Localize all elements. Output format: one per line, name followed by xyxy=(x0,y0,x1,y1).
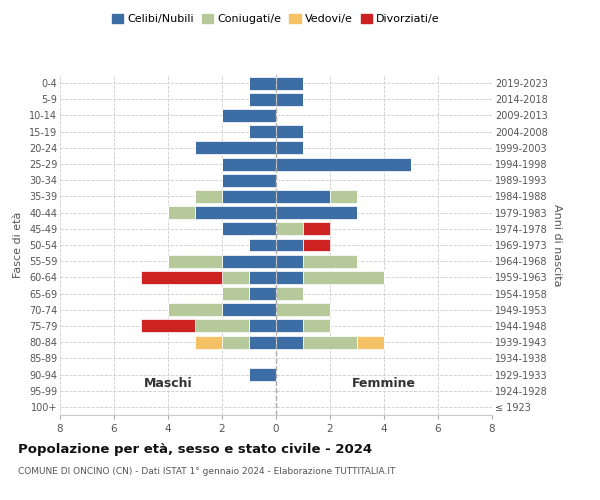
Bar xyxy=(168,254,222,268)
Bar xyxy=(249,271,276,284)
Bar xyxy=(195,190,222,203)
Text: Maschi: Maschi xyxy=(143,377,193,390)
Bar xyxy=(276,190,330,203)
Bar xyxy=(276,142,303,154)
Bar xyxy=(195,206,276,219)
Bar xyxy=(303,238,330,252)
Bar xyxy=(168,304,222,316)
Bar xyxy=(276,271,303,284)
Bar xyxy=(276,125,303,138)
Bar xyxy=(276,254,303,268)
Bar xyxy=(276,158,411,170)
Legend: Celibi/Nubili, Coniugati/e, Vedovi/e, Divorziati/e: Celibi/Nubili, Coniugati/e, Vedovi/e, Di… xyxy=(109,10,443,28)
Bar xyxy=(249,320,276,332)
Bar xyxy=(276,93,303,106)
Bar xyxy=(303,271,384,284)
Bar xyxy=(276,287,303,300)
Bar xyxy=(222,336,249,348)
Bar xyxy=(249,336,276,348)
Bar xyxy=(222,287,249,300)
Bar xyxy=(249,93,276,106)
Bar xyxy=(276,76,303,90)
Bar xyxy=(276,304,330,316)
Bar xyxy=(222,304,276,316)
Bar xyxy=(303,320,330,332)
Bar xyxy=(249,125,276,138)
Bar xyxy=(276,320,303,332)
Bar xyxy=(168,206,195,219)
Bar xyxy=(249,238,276,252)
Text: Popolazione per età, sesso e stato civile - 2024: Popolazione per età, sesso e stato civil… xyxy=(18,442,372,456)
Bar xyxy=(141,320,195,332)
Bar xyxy=(249,287,276,300)
Bar xyxy=(141,271,222,284)
Bar xyxy=(276,206,357,219)
Y-axis label: Anni di nascita: Anni di nascita xyxy=(551,204,562,286)
Bar xyxy=(357,336,384,348)
Bar xyxy=(195,320,249,332)
Bar xyxy=(276,238,303,252)
Bar xyxy=(222,158,276,170)
Text: Femmine: Femmine xyxy=(352,377,416,390)
Bar xyxy=(222,254,276,268)
Bar xyxy=(195,336,222,348)
Bar xyxy=(195,142,276,154)
Text: COMUNE DI ONCINO (CN) - Dati ISTAT 1° gennaio 2024 - Elaborazione TUTTITALIA.IT: COMUNE DI ONCINO (CN) - Dati ISTAT 1° ge… xyxy=(18,468,395,476)
Bar xyxy=(330,190,357,203)
Bar xyxy=(222,190,276,203)
Bar xyxy=(276,222,303,235)
Bar xyxy=(303,254,357,268)
Bar xyxy=(303,336,357,348)
Bar xyxy=(222,271,249,284)
Bar xyxy=(222,174,276,186)
Bar xyxy=(303,222,330,235)
Bar xyxy=(276,336,303,348)
Y-axis label: Fasce di età: Fasce di età xyxy=(13,212,23,278)
Bar xyxy=(222,109,276,122)
Bar xyxy=(249,368,276,381)
Bar xyxy=(249,76,276,90)
Bar xyxy=(222,222,276,235)
